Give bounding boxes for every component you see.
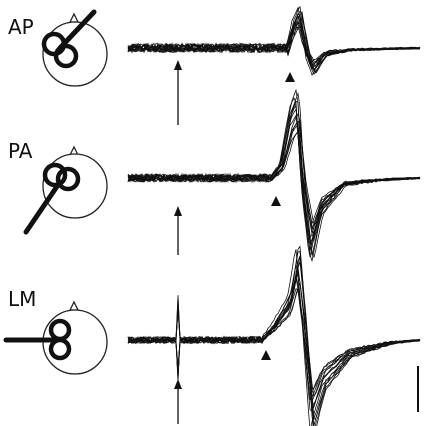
trace (127, 245, 421, 426)
trace (127, 289, 421, 390)
onset-marker (285, 72, 295, 82)
arrow-head (174, 379, 182, 389)
panel-label: LM (8, 287, 36, 311)
pa-panel: PA (8, 139, 281, 255)
trace (127, 88, 421, 263)
arrow-head (174, 206, 182, 216)
coil-wing (55, 166, 81, 192)
nose (68, 300, 80, 311)
arrow-head (174, 60, 182, 70)
trace (127, 6, 420, 77)
trace (127, 97, 420, 257)
trace (127, 11, 421, 73)
trace (127, 5, 421, 76)
panel-label: AP (8, 15, 34, 39)
panel-label: PA (8, 139, 33, 163)
lm-panel: LM (3, 287, 419, 424)
trace (127, 100, 421, 256)
nose (68, 12, 80, 23)
traces (127, 5, 421, 426)
trace (127, 10, 421, 74)
coil-wing (53, 43, 79, 69)
coil-handle (23, 179, 63, 235)
onset-marker (271, 196, 281, 206)
trace (127, 256, 421, 420)
trace (127, 13, 421, 71)
onset-marker (261, 350, 271, 360)
coil-wing (42, 162, 68, 188)
coil-wing (48, 337, 72, 361)
ap-panel: AP (8, 9, 295, 125)
trace (127, 15, 421, 69)
